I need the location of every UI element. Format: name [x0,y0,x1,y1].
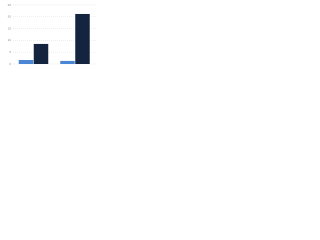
bar [18,59,34,64]
bar [60,60,75,64]
y-tick-label: 10 [8,38,12,42]
y-tick-label: 5 [9,50,11,54]
y-tick-label: 15 [8,26,12,30]
y-tick-label: 20 [8,15,12,19]
y-tick-label: 0 [9,62,11,66]
bar [75,13,90,64]
chart: 0 5 10 15 20 25 [8,3,96,66]
bar [33,43,49,64]
y-tick-label: 25 [8,3,12,7]
